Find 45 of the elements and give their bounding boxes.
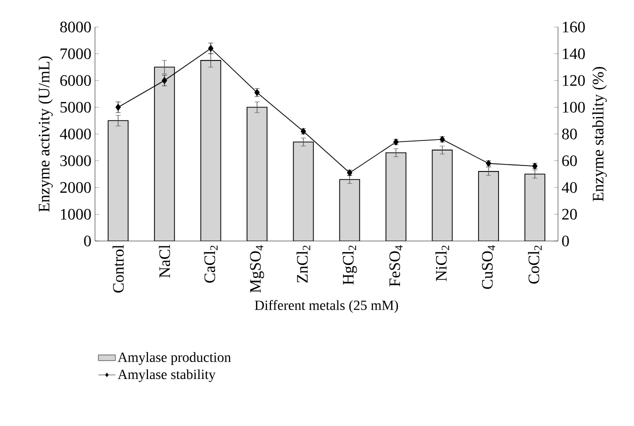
y2-tick-label: 20 xyxy=(562,208,577,220)
legend-label: Amylase production xyxy=(118,352,231,365)
y-tick-label: 0 xyxy=(84,236,91,246)
point xyxy=(208,45,214,52)
y-tick-label: 6000 xyxy=(60,75,91,86)
bar xyxy=(386,152,406,241)
bar xyxy=(292,142,314,241)
x-tick-label: FeSO$_{4}$ xyxy=(389,245,403,286)
x-tick-label: HgCl$_{2}$ xyxy=(342,246,357,285)
x-tick-label: NiCl$_{2}$ xyxy=(435,246,450,282)
y-tick-label: 8000 xyxy=(60,22,91,32)
y2-tick-label: 0 xyxy=(562,236,569,246)
x-tick-label: CoCl$_{2}$ xyxy=(528,246,542,284)
bar xyxy=(339,179,360,241)
bar xyxy=(246,106,268,241)
x-tick-label: NaCl xyxy=(158,244,170,278)
x-tick-label: CaCl$_{2}$ xyxy=(204,246,218,283)
point xyxy=(162,77,168,84)
bar xyxy=(154,66,175,241)
y2-tick-label: 160 xyxy=(562,22,585,32)
y2-tick-label: 40 xyxy=(562,182,577,193)
x-axis-title: Different metals (25 mM) xyxy=(254,300,398,313)
y2-tick-label: 100 xyxy=(562,102,585,113)
x-tick-label: ZnCl$_{2}$ xyxy=(296,246,310,283)
x-tick-label: Control xyxy=(112,244,124,293)
bar xyxy=(200,60,222,241)
bar xyxy=(524,174,546,241)
y2-tick-label: 60 xyxy=(562,155,577,166)
y2-tick-label: 140 xyxy=(562,48,585,60)
y-tick-label: 7000 xyxy=(60,48,91,60)
y2-tick-label: 120 xyxy=(562,75,585,86)
legend-label: Amylase stability xyxy=(118,369,216,382)
y-tick-label: 3000 xyxy=(60,155,91,166)
bar xyxy=(478,171,499,241)
bar xyxy=(432,150,453,241)
y-tick-label: 2000 xyxy=(60,182,91,193)
y2-tick-label: 80 xyxy=(562,128,577,140)
y-axis-title: Enzyme activity (U/mL) xyxy=(38,56,53,212)
y-tick-label: 4000 xyxy=(60,128,91,140)
y-tick-label: 1000 xyxy=(61,208,91,220)
x-tick-label: MgSO$_{4}$ xyxy=(250,245,264,293)
y-tick-label: 5000 xyxy=(60,102,91,113)
bar xyxy=(108,120,129,241)
x-tick-label: CuSO$_{4}$ xyxy=(482,245,496,289)
y2-axis-title: Enzyme stability (%) xyxy=(592,66,607,202)
